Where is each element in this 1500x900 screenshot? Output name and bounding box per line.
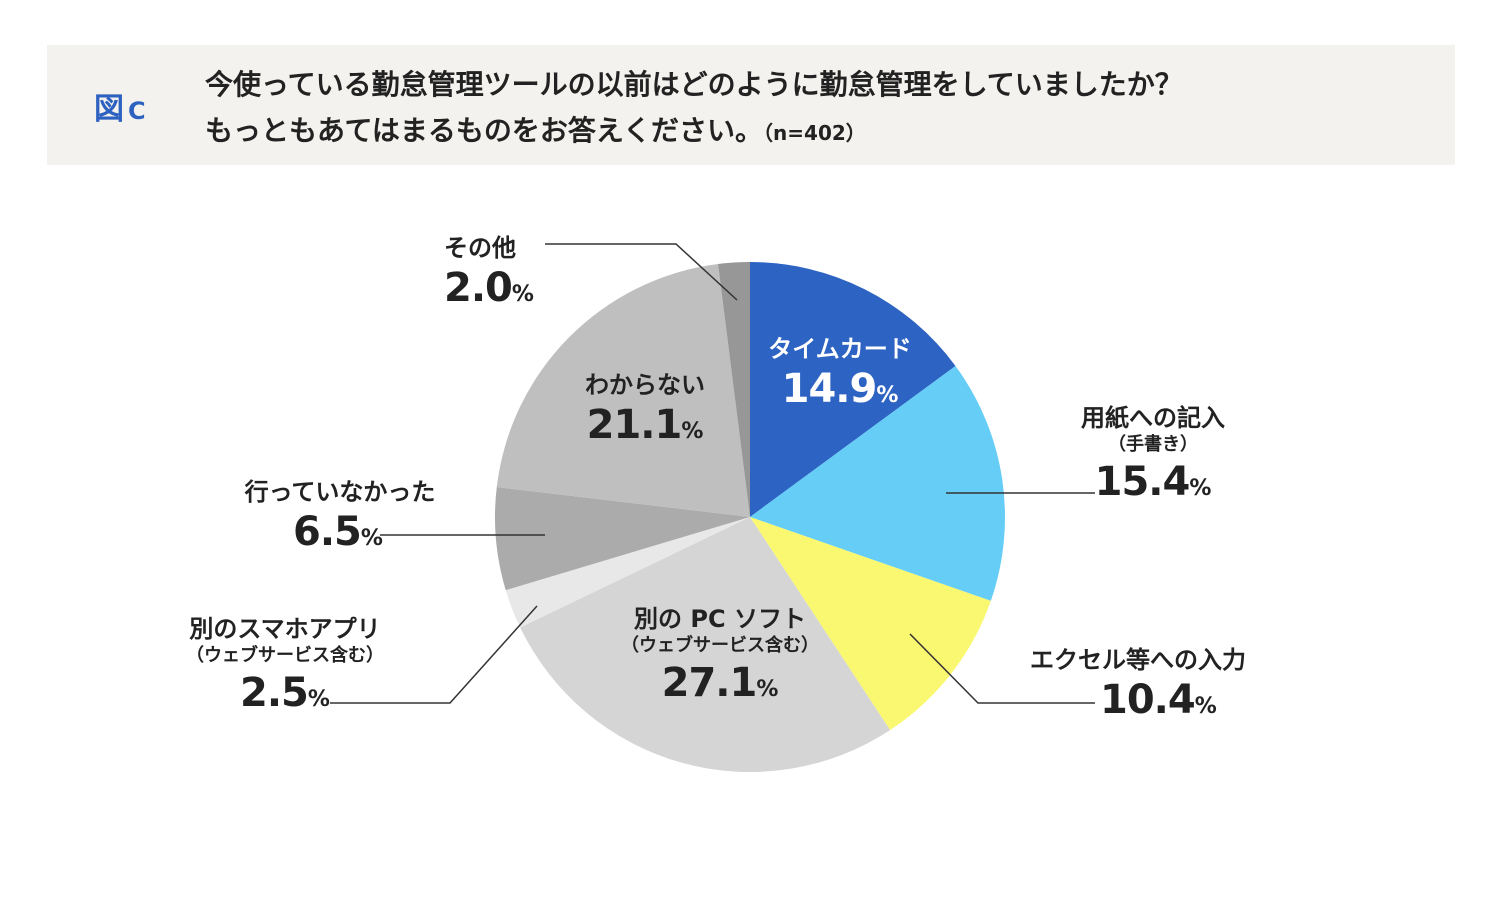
slice-time-card [750, 262, 956, 517]
slice-excel [750, 517, 991, 731]
slice-other [718, 261, 750, 517]
sample-size: （n=402） [763, 121, 866, 145]
label-other: その他 2.0% [444, 234, 534, 311]
leader-line-smartphone-app [330, 605, 538, 704]
question-banner [47, 45, 1455, 165]
slice-pc-software [520, 517, 891, 772]
slice-unknown [496, 264, 750, 517]
slice-paper [750, 366, 1006, 601]
label-unknown: わからない 21.1% [585, 371, 705, 448]
leader-line-excel [909, 633, 1095, 704]
label-smartphone-app: 別のスマホアプリ （ウェブサービス含む） 2.5% [186, 615, 384, 716]
slice-smartphone-app [505, 517, 750, 628]
slice-not-done [494, 487, 750, 591]
label-paper: 用紙への記入 （手書き） 15.4% [1081, 404, 1225, 505]
label-time-card: タイムカード 14.9% [768, 335, 912, 412]
question-line-1: 今使っている勤怠管理ツールの以前はどのように勤怠管理をしていましたか？ [205, 68, 1183, 101]
question-text: 今使っている勤怠管理ツールの以前はどのように勤怠管理をしていましたか？ もっとも… [205, 62, 1183, 156]
label-not-done: 行っていなかった 6.5% [244, 478, 436, 555]
label-pc-software: 別の PC ソフト （ウェブサービス含む） 27.1% [621, 605, 819, 706]
question-line-2: もっともあてはまるものをお答えください。（n=402） [205, 114, 866, 147]
label-excel: エクセル等への入力 10.4% [1030, 646, 1246, 723]
leader-line-other [545, 243, 738, 301]
